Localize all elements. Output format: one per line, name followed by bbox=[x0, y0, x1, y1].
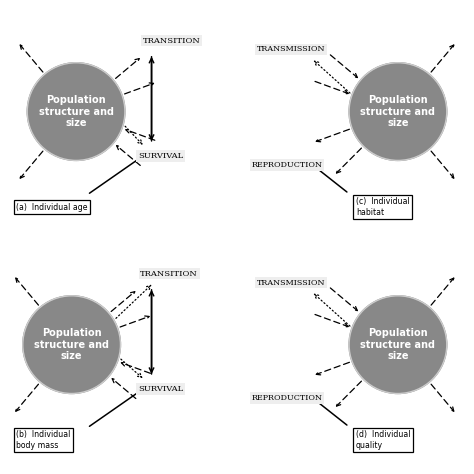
Text: TRANSITION: TRANSITION bbox=[143, 36, 201, 45]
Text: (a)  Individual age: (a) Individual age bbox=[16, 202, 88, 211]
Text: Population
structure and
size: Population structure and size bbox=[34, 328, 109, 361]
Text: (d)  Individual
quality: (d) Individual quality bbox=[356, 430, 410, 450]
Text: TRANSMISSION: TRANSMISSION bbox=[257, 279, 326, 286]
Circle shape bbox=[349, 296, 447, 393]
Text: TRANSMISSION: TRANSMISSION bbox=[257, 46, 326, 54]
Circle shape bbox=[349, 63, 447, 160]
Text: SURVIVAL: SURVIVAL bbox=[138, 385, 183, 393]
Text: (c)  Individual
habitat: (c) Individual habitat bbox=[356, 197, 410, 217]
Text: Population
structure and
size: Population structure and size bbox=[360, 328, 436, 361]
Circle shape bbox=[23, 296, 120, 393]
Text: SURVIVAL: SURVIVAL bbox=[138, 152, 183, 160]
Text: REPRODUCTION: REPRODUCTION bbox=[251, 394, 322, 402]
Text: Population
structure and
size: Population structure and size bbox=[38, 95, 114, 128]
Text: TRANSITION: TRANSITION bbox=[140, 270, 198, 278]
Circle shape bbox=[27, 63, 125, 160]
Text: (b)  Individual
body mass: (b) Individual body mass bbox=[16, 430, 71, 450]
Text: Population
structure and
size: Population structure and size bbox=[360, 95, 436, 128]
Text: REPRODUCTION: REPRODUCTION bbox=[251, 161, 322, 169]
